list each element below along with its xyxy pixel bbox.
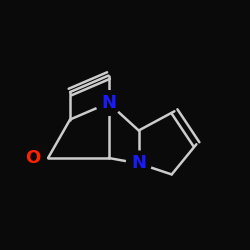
Text: N: N (101, 94, 116, 112)
Text: O: O (25, 149, 40, 167)
Circle shape (96, 91, 121, 116)
Text: N: N (131, 154, 146, 172)
Circle shape (126, 151, 151, 176)
Circle shape (20, 146, 45, 170)
